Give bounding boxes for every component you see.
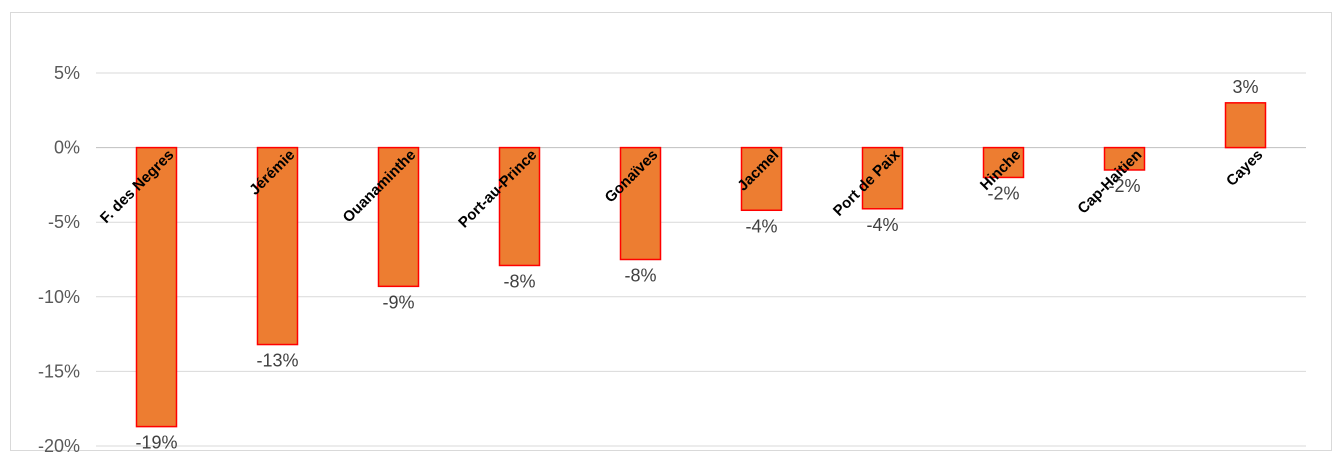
data-label: -9% — [382, 292, 414, 312]
y-tick-label: -5% — [48, 212, 80, 232]
category-label: Cayes — [1223, 146, 1266, 189]
bar — [1226, 103, 1266, 148]
data-label: -8% — [503, 271, 535, 291]
data-label: 3% — [1232, 77, 1258, 97]
y-tick-label: -20% — [38, 436, 80, 453]
y-tick-label: -10% — [38, 287, 80, 307]
data-label: -8% — [624, 266, 656, 286]
data-label: -4% — [866, 215, 898, 235]
data-label: -4% — [745, 216, 777, 236]
data-label: -13% — [256, 351, 298, 371]
y-tick-label: 5% — [54, 63, 80, 83]
bars — [137, 103, 1266, 427]
data-label: -19% — [135, 433, 177, 453]
y-tick-label: 0% — [54, 138, 80, 158]
y-tick-label: -15% — [38, 361, 80, 381]
y-axis-tick-labels: 5% 0% -5% -10% -15% -20% — [38, 63, 80, 453]
data-labels: -19%-13%-9%-8% -8%-4% -4%-2% -2%3% — [135, 77, 1258, 453]
